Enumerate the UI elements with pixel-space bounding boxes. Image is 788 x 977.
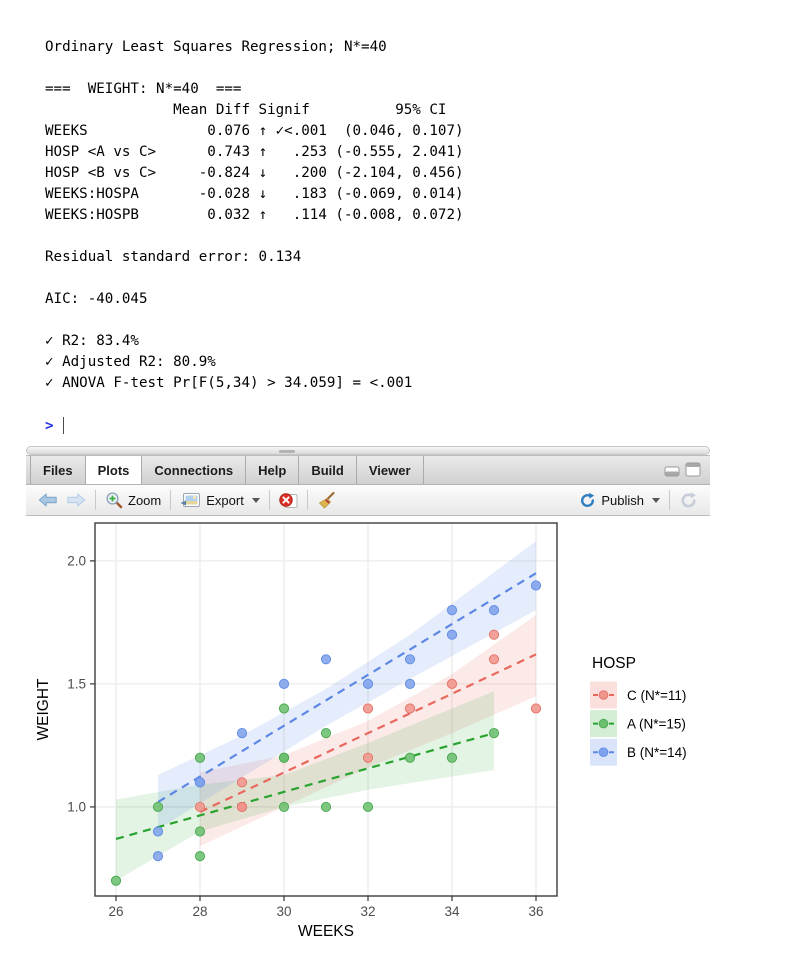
console-cursor: [62, 417, 65, 434]
remove-plot-button[interactable]: [275, 490, 302, 511]
tab-plots-label: Plots: [97, 462, 130, 478]
tab-viewer-label: Viewer: [368, 462, 411, 478]
tab-build[interactable]: Build: [299, 456, 357, 484]
plot-display-area: 26 28 30 32 34 36 1.0 1.5 2.0 WEEKS WEIGHT HOSP C (N…: [26, 516, 710, 972]
plots-pane: Files Plots Connections Help Build Viewe…: [26, 446, 710, 974]
weight-weeks-regression-plot: 26 28 30 32 34 36 1.0 1.5 2.0 WEEKS WEIGHT HOSP C (N…: [35, 522, 687, 940]
svg-text:1.5: 1.5: [67, 676, 86, 691]
refresh-icon: [681, 491, 696, 507]
toolbar-separator: [170, 490, 172, 510]
tab-connections[interactable]: Connections: [142, 456, 247, 484]
toolbar-separator: [306, 490, 308, 510]
publish-button-label: Publish: [601, 492, 644, 508]
tab-build-label: Build: [311, 462, 344, 478]
forward-arrow-icon: [67, 493, 86, 507]
svg-text:2.0: 2.0: [67, 553, 86, 568]
tab-viewer[interactable]: Viewer: [357, 456, 424, 484]
back-arrow-icon: [38, 493, 57, 507]
refresh-plot-button[interactable]: [675, 489, 702, 512]
forward-plot-button[interactable]: [62, 490, 90, 510]
svg-text:B (N*=14): B (N*=14): [627, 745, 687, 760]
plots-toolbar: Zoom Export: [26, 485, 710, 516]
tab-plots[interactable]: Plots: [85, 456, 143, 484]
clear-all-plots-button[interactable]: [313, 489, 340, 512]
tab-help-label: Help: [258, 462, 287, 478]
svg-text:C (N*=11): C (N*=11): [627, 688, 686, 703]
zoom-plot-button[interactable]: Zoom: [101, 489, 165, 511]
tabbar-lead: [26, 456, 31, 484]
toolbar-separator: [669, 490, 670, 510]
export-image-icon: [180, 493, 201, 507]
svg-text:A (N*=15): A (N*=15): [627, 716, 686, 731]
broom-icon: [318, 491, 335, 509]
console-prompt: >: [45, 417, 54, 434]
tab-files[interactable]: Files: [31, 456, 86, 484]
svg-text:1.0: 1.0: [67, 799, 86, 814]
export-plot-button[interactable]: Export: [176, 490, 264, 510]
svg-text:36: 36: [528, 904, 543, 919]
tab-connections-label: Connections: [154, 462, 234, 478]
chevron-down-icon: [652, 497, 660, 503]
svg-text:28: 28: [192, 904, 207, 919]
svg-text:WEEKS: WEEKS: [298, 923, 354, 940]
console-output: Ordinary Least Squares Regression; N*=40…: [45, 39, 464, 391]
pane-splitter[interactable]: [26, 446, 710, 455]
r-console[interactable]: Ordinary Least Squares Regression; N*=40…: [45, 37, 765, 436]
toolbar-separator: [95, 490, 96, 510]
publish-button[interactable]: Publish: [575, 490, 664, 511]
zoom-button-label: Zoom: [128, 492, 162, 508]
maximize-pane-icon[interactable]: [685, 462, 702, 478]
pane-tabbar: Files Plots Connections Help Build Viewe…: [26, 455, 710, 485]
remove-plot-icon: [279, 492, 298, 508]
tab-files-label: Files: [43, 462, 73, 478]
magnifier-zoom-icon: [106, 492, 123, 509]
export-button-label: Export: [206, 492, 244, 508]
chevron-down-icon: [251, 497, 260, 503]
svg-text:32: 32: [360, 904, 375, 919]
svg-text:HOSP: HOSP: [592, 655, 636, 672]
back-plot-button[interactable]: [34, 490, 62, 510]
svg-text:WEIGHT: WEIGHT: [35, 678, 52, 741]
toolbar-separator: [268, 490, 270, 510]
svg-text:30: 30: [276, 904, 291, 919]
splitter-grip-icon: [279, 449, 295, 453]
console-prompt-row[interactable]: >: [45, 415, 765, 436]
tab-help[interactable]: Help: [246, 456, 300, 484]
svg-text:34: 34: [444, 904, 460, 919]
publish-icon: [581, 492, 595, 507]
svg-text:26: 26: [108, 904, 123, 919]
minimize-pane-icon[interactable]: [664, 462, 681, 478]
